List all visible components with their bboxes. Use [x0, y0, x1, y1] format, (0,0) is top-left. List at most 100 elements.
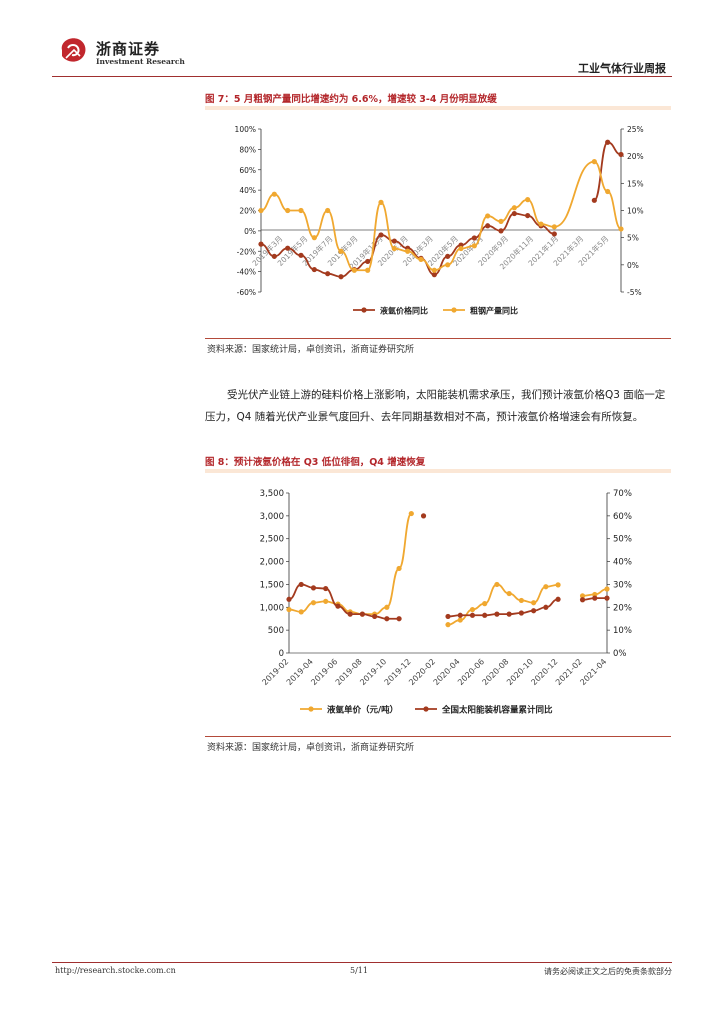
c1-data-point — [431, 267, 437, 273]
c2-data-point — [592, 591, 598, 598]
c1-data-point — [591, 197, 597, 203]
c1-data-point — [551, 231, 557, 237]
c1-data-point — [445, 253, 451, 259]
c1-data-point — [378, 232, 384, 238]
c2-data-point — [518, 610, 524, 616]
c1-data-point — [298, 207, 304, 214]
c2-series-line-1 — [288, 583, 400, 620]
right-tick-label: 5% — [627, 234, 639, 243]
c1-data-point — [525, 212, 531, 219]
c1-data-point — [285, 245, 291, 251]
c2-data-point — [506, 590, 512, 597]
c2-data-point — [469, 606, 476, 613]
c2-data-point — [396, 616, 402, 622]
legend-label: 液氩单价（元/吨） — [327, 705, 398, 716]
c2-data-point — [372, 613, 378, 620]
legend-marker — [308, 706, 314, 712]
left-tick-label: 80% — [239, 145, 256, 154]
c2-data-point — [298, 609, 304, 615]
c1-data-point — [445, 262, 451, 268]
left-tick-label: 2,000 — [260, 558, 284, 568]
c2-data-point — [604, 586, 610, 592]
c2-data-point — [555, 582, 561, 588]
legend-marker — [423, 706, 429, 712]
figure8-title-bar — [205, 469, 671, 473]
right-tick-label: 20% — [627, 152, 644, 161]
right-tick-label: -5% — [627, 288, 642, 297]
footer-disclaimer: 请务必阅读正文之后的免责条款部分 — [544, 967, 672, 976]
c1-data-point — [618, 151, 624, 158]
c2-data-point — [543, 584, 549, 590]
c1-data-point — [391, 238, 397, 244]
chart-steel-argon: 100% 80% 60% 40% 20% 0% -20% -40% -60% 25% 20% 15% 1… — [235, 125, 644, 316]
figure7-source: 资料来源：国家统计局，卓创资讯，浙商证券研究所 — [207, 345, 415, 355]
right-tick-label: 15% — [627, 179, 644, 188]
c2-data-point — [579, 597, 586, 603]
footer-url[interactable]: http://research.stocke.com.cn — [55, 966, 176, 975]
left-tick-label: 1,500 — [260, 580, 284, 590]
c2-data-point — [384, 604, 390, 610]
c1-data-point — [351, 267, 357, 273]
c1-data-point — [458, 245, 464, 252]
c2-data-point — [494, 611, 500, 617]
c1-data-point — [485, 223, 491, 229]
c1-data-point — [365, 258, 371, 265]
c2-data-point — [482, 612, 488, 618]
legend-label: 粗钢产量同比 — [470, 306, 518, 316]
c2-data-point — [531, 600, 537, 606]
c2-data-point — [543, 604, 549, 610]
c2-data-point — [457, 612, 463, 618]
c1-data-point — [605, 139, 611, 145]
figure7-title-bar — [205, 106, 671, 110]
left-tick-label: -40% — [237, 268, 256, 277]
c1-data-point — [271, 253, 277, 259]
right-tick-label: 60% — [613, 512, 632, 522]
left-tick-label: 3,500 — [260, 489, 284, 499]
c2-series-line-1 — [447, 598, 559, 618]
right-tick-label: 20% — [613, 603, 632, 613]
c2-data-point — [384, 616, 390, 622]
c2-data-point — [457, 617, 463, 623]
figure7-source-divider — [205, 338, 671, 339]
page-number: 5/11 — [350, 966, 368, 975]
c1-data-point — [471, 243, 477, 249]
logo-subtext: Investment Research — [96, 57, 185, 66]
left-tick-label: 0% — [244, 227, 256, 236]
c1-data-point — [391, 245, 397, 252]
left-tick-label: 1,000 — [260, 603, 284, 613]
c2-series-line-0 — [288, 512, 413, 616]
legend-marker — [361, 307, 367, 313]
c1-data-point — [471, 235, 477, 241]
c2-data-point — [347, 611, 353, 617]
figure7-title: 图 7：5 月粗钢产量同比增速约为 6.6%，增速较 3-4 月份明显放缓 — [205, 94, 497, 105]
c1-data-point — [551, 224, 557, 230]
report-type: 工业气体行业周报 — [578, 62, 666, 75]
c2-data-point — [323, 585, 329, 592]
right-tick-label: 10% — [627, 207, 644, 216]
c1-data-point — [418, 256, 424, 262]
right-tick-label: 40% — [613, 558, 632, 568]
figure8-source: 资料来源：国家统计局，卓创资讯，浙商证券研究所 — [207, 743, 415, 753]
left-tick-label: -60% — [237, 288, 256, 297]
right-tick-label: 30% — [613, 580, 632, 590]
c1-data-point — [271, 191, 277, 197]
left-tick-label: 2,500 — [260, 535, 284, 545]
right-tick-label: 70% — [613, 489, 632, 499]
right-tick-label: 50% — [613, 535, 632, 545]
c2-data-point — [335, 603, 341, 609]
c2-data-point — [531, 608, 537, 614]
c2-data-point — [494, 581, 500, 588]
c2-data-point — [592, 595, 598, 601]
c1-data-point — [485, 213, 491, 219]
c1-data-point — [511, 210, 517, 217]
c1-data-point — [325, 271, 331, 277]
logo-text: 浙商证券 — [96, 40, 161, 58]
c2-data-point — [579, 593, 586, 599]
header-divider — [52, 76, 672, 77]
c1-data-point — [285, 207, 291, 214]
c1-data-point — [365, 267, 371, 273]
right-tick-label: 10% — [613, 626, 632, 636]
c2-data-point — [518, 597, 524, 604]
c1-data-point — [511, 205, 517, 211]
c2-series-line-0 — [447, 583, 559, 626]
